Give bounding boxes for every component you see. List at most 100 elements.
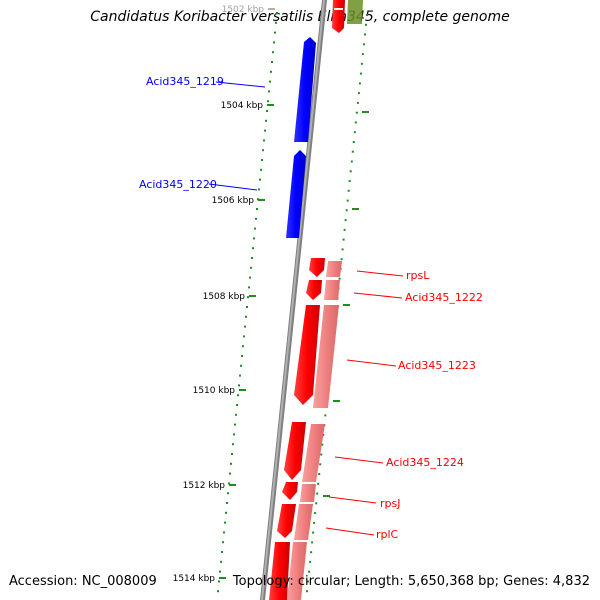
scale-dot — [251, 257, 253, 259]
scale-dot — [253, 237, 255, 240]
track-dot — [318, 473, 321, 475]
scale-dot — [231, 453, 233, 455]
track-dash — [333, 400, 340, 402]
track-dot — [354, 121, 357, 124]
track-dot — [359, 72, 362, 75]
scale-dot — [239, 374, 241, 377]
gene-arrow-Acid345_1224[interactable] — [284, 422, 306, 480]
accession-label: Accession: NC_008009 — [9, 574, 157, 589]
scale-tick-mark — [267, 104, 274, 106]
scale-dot — [246, 306, 248, 308]
track-dot — [311, 541, 314, 544]
track-dot — [308, 570, 311, 573]
scale-dot — [259, 178, 261, 181]
track-dot — [320, 453, 323, 456]
gene-arrow-Acid345_1220[interactable] — [286, 150, 306, 238]
minus-strand-light-bars — [287, 261, 342, 600]
gene-arrow-Acid345_1223[interactable] — [294, 305, 320, 405]
scale-dot — [270, 70, 272, 73]
scale-dot — [217, 590, 219, 593]
track-dot — [346, 199, 349, 202]
track-dot — [358, 82, 361, 85]
track-dot — [355, 111, 358, 114]
track-dot — [317, 482, 320, 485]
scale-dot — [235, 413, 237, 416]
scale-tick-label: 1514 kbp — [173, 574, 216, 584]
track-dash — [352, 208, 359, 210]
scale-dot — [256, 208, 258, 210]
scale-tick-mark — [258, 199, 265, 201]
track-dot — [347, 189, 350, 192]
gene-arrow-Acid345_1219[interactable] — [294, 37, 316, 142]
gene-label-Acid345_1220[interactable]: Acid345_1220 — [139, 178, 217, 191]
scale-dot — [262, 149, 264, 152]
track-dot — [310, 551, 313, 554]
gene-label-rpsL[interactable]: rpsL — [406, 269, 430, 282]
gene-labels: Acid345_1219 Acid345_1220 rpsL Acid345_1… — [139, 75, 483, 541]
scale-dot — [275, 21, 277, 24]
track-dot — [319, 463, 322, 466]
gene-label-Acid345_1224[interactable]: Acid345_1224 — [386, 456, 464, 469]
genome-summary: Topology: circular; Length: 5,650,368 bp… — [232, 574, 590, 589]
track-dot — [313, 521, 316, 524]
gene-label-Acid345_1222[interactable]: Acid345_1222 — [405, 291, 483, 304]
track-dot — [340, 258, 343, 261]
scale-dot — [272, 51, 274, 54]
scale-dot — [254, 227, 256, 230]
top-feature-red — [332, 0, 345, 33]
track-dot — [322, 434, 325, 436]
genome-title: Candidatus Koribacter versatilis Ellin34… — [90, 9, 510, 25]
scale-dot — [266, 110, 268, 112]
scale-dot — [221, 551, 223, 553]
track-dot — [357, 92, 360, 95]
scale-tick-label: 1510 kbp — [193, 386, 236, 396]
scale-dot — [232, 443, 234, 446]
gene-label-rpsJ[interactable]: rpsJ — [380, 497, 400, 510]
track-dot — [348, 180, 351, 182]
track-dot — [349, 170, 352, 173]
track-dot — [366, 14, 368, 16]
scale-tick-label: 1508 kbp — [203, 292, 246, 302]
scale-dot — [224, 521, 226, 524]
scale-dot — [267, 100, 269, 103]
track-dot — [342, 238, 345, 241]
gene-label-Acid345_1219[interactable]: Acid345_1219 — [146, 75, 224, 88]
scale-dot — [228, 482, 230, 485]
scale-dot — [229, 472, 231, 475]
track-dot — [364, 33, 366, 36]
scale-dot — [252, 247, 254, 250]
track-dot — [365, 23, 367, 26]
scale-dot — [219, 570, 221, 573]
scale-ticks: 1502 kbp 1504 kbp 1506 kbp 1508 kbp 1510 kbp… — [173, 5, 275, 584]
track-dot — [356, 101, 359, 104]
track-dash — [362, 111, 369, 113]
gene-arrow-rplC[interactable] — [277, 504, 296, 538]
gene-arrow-Acid345_1222[interactable] — [306, 280, 322, 300]
scale-dot — [236, 404, 238, 406]
track-dot — [324, 414, 327, 417]
gene-label-Acid345_1223[interactable]: Acid345_1223 — [398, 359, 476, 372]
scale-dot — [238, 384, 240, 387]
track-dot — [316, 492, 319, 495]
track-dot — [360, 62, 363, 65]
track-dot — [306, 590, 308, 593]
track-dot — [314, 512, 317, 515]
scale-dot — [247, 296, 249, 299]
scale-dot — [269, 80, 271, 83]
track-dot — [350, 160, 353, 163]
scale-dot — [234, 423, 236, 426]
scale-dot — [250, 266, 252, 269]
scale-dot — [218, 580, 220, 583]
scale-dot — [245, 315, 247, 318]
gene-arrow-rpsL[interactable] — [309, 258, 325, 277]
scale-tick-label: 1504 kbp — [221, 101, 264, 111]
gene-arrow-rpsJ[interactable] — [282, 482, 298, 500]
scale-dot — [276, 12, 278, 14]
scale-dot — [260, 168, 262, 171]
scale-tick-label: 1512 kbp — [183, 481, 226, 491]
scale-dot — [263, 139, 265, 142]
gene-arrow-next — [269, 542, 290, 600]
scale-dot — [268, 90, 270, 93]
gene-label-rplC[interactable]: rplC — [376, 528, 399, 541]
scale-dot — [271, 61, 273, 63]
